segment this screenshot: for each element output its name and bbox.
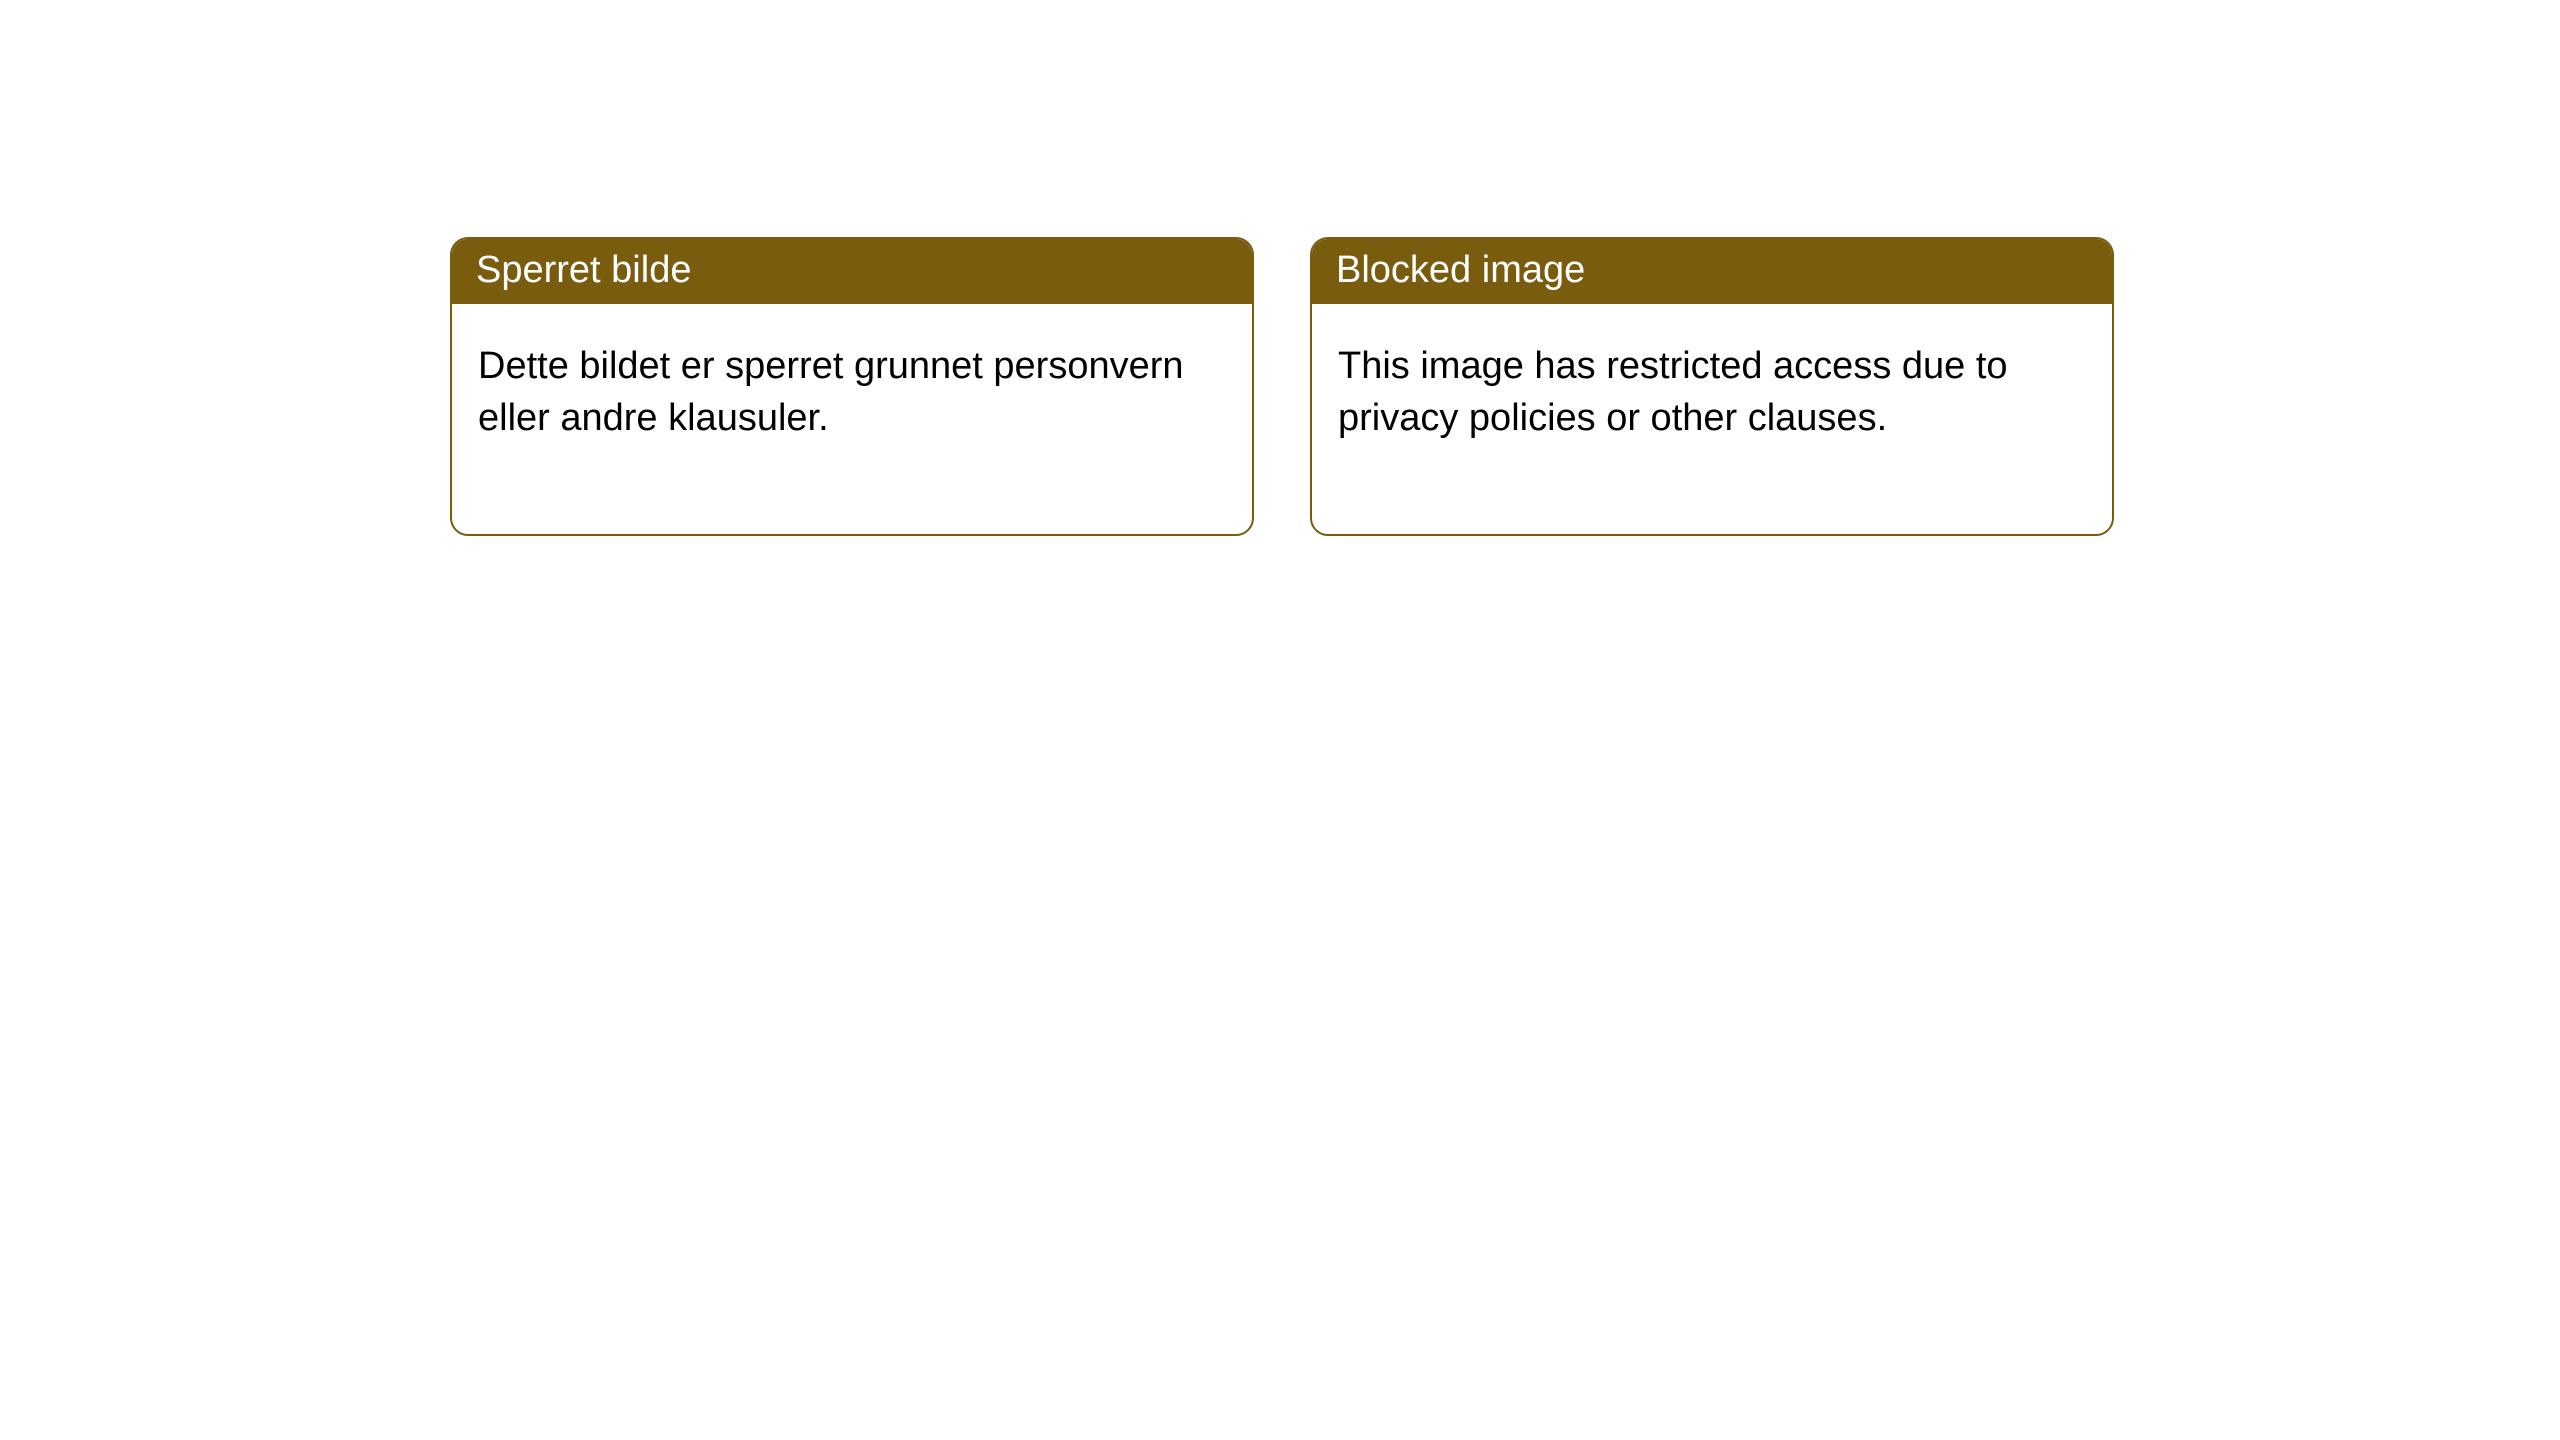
notice-body: This image has restricted access due to … [1312,304,2112,534]
notice-card-english: Blocked image This image has restricted … [1310,237,2114,536]
notice-header: Sperret bilde [452,239,1252,304]
notice-header: Blocked image [1312,239,2112,304]
notice-container: Sperret bilde Dette bildet er sperret gr… [450,237,2114,536]
notice-body: Dette bildet er sperret grunnet personve… [452,304,1252,534]
notice-card-norwegian: Sperret bilde Dette bildet er sperret gr… [450,237,1254,536]
